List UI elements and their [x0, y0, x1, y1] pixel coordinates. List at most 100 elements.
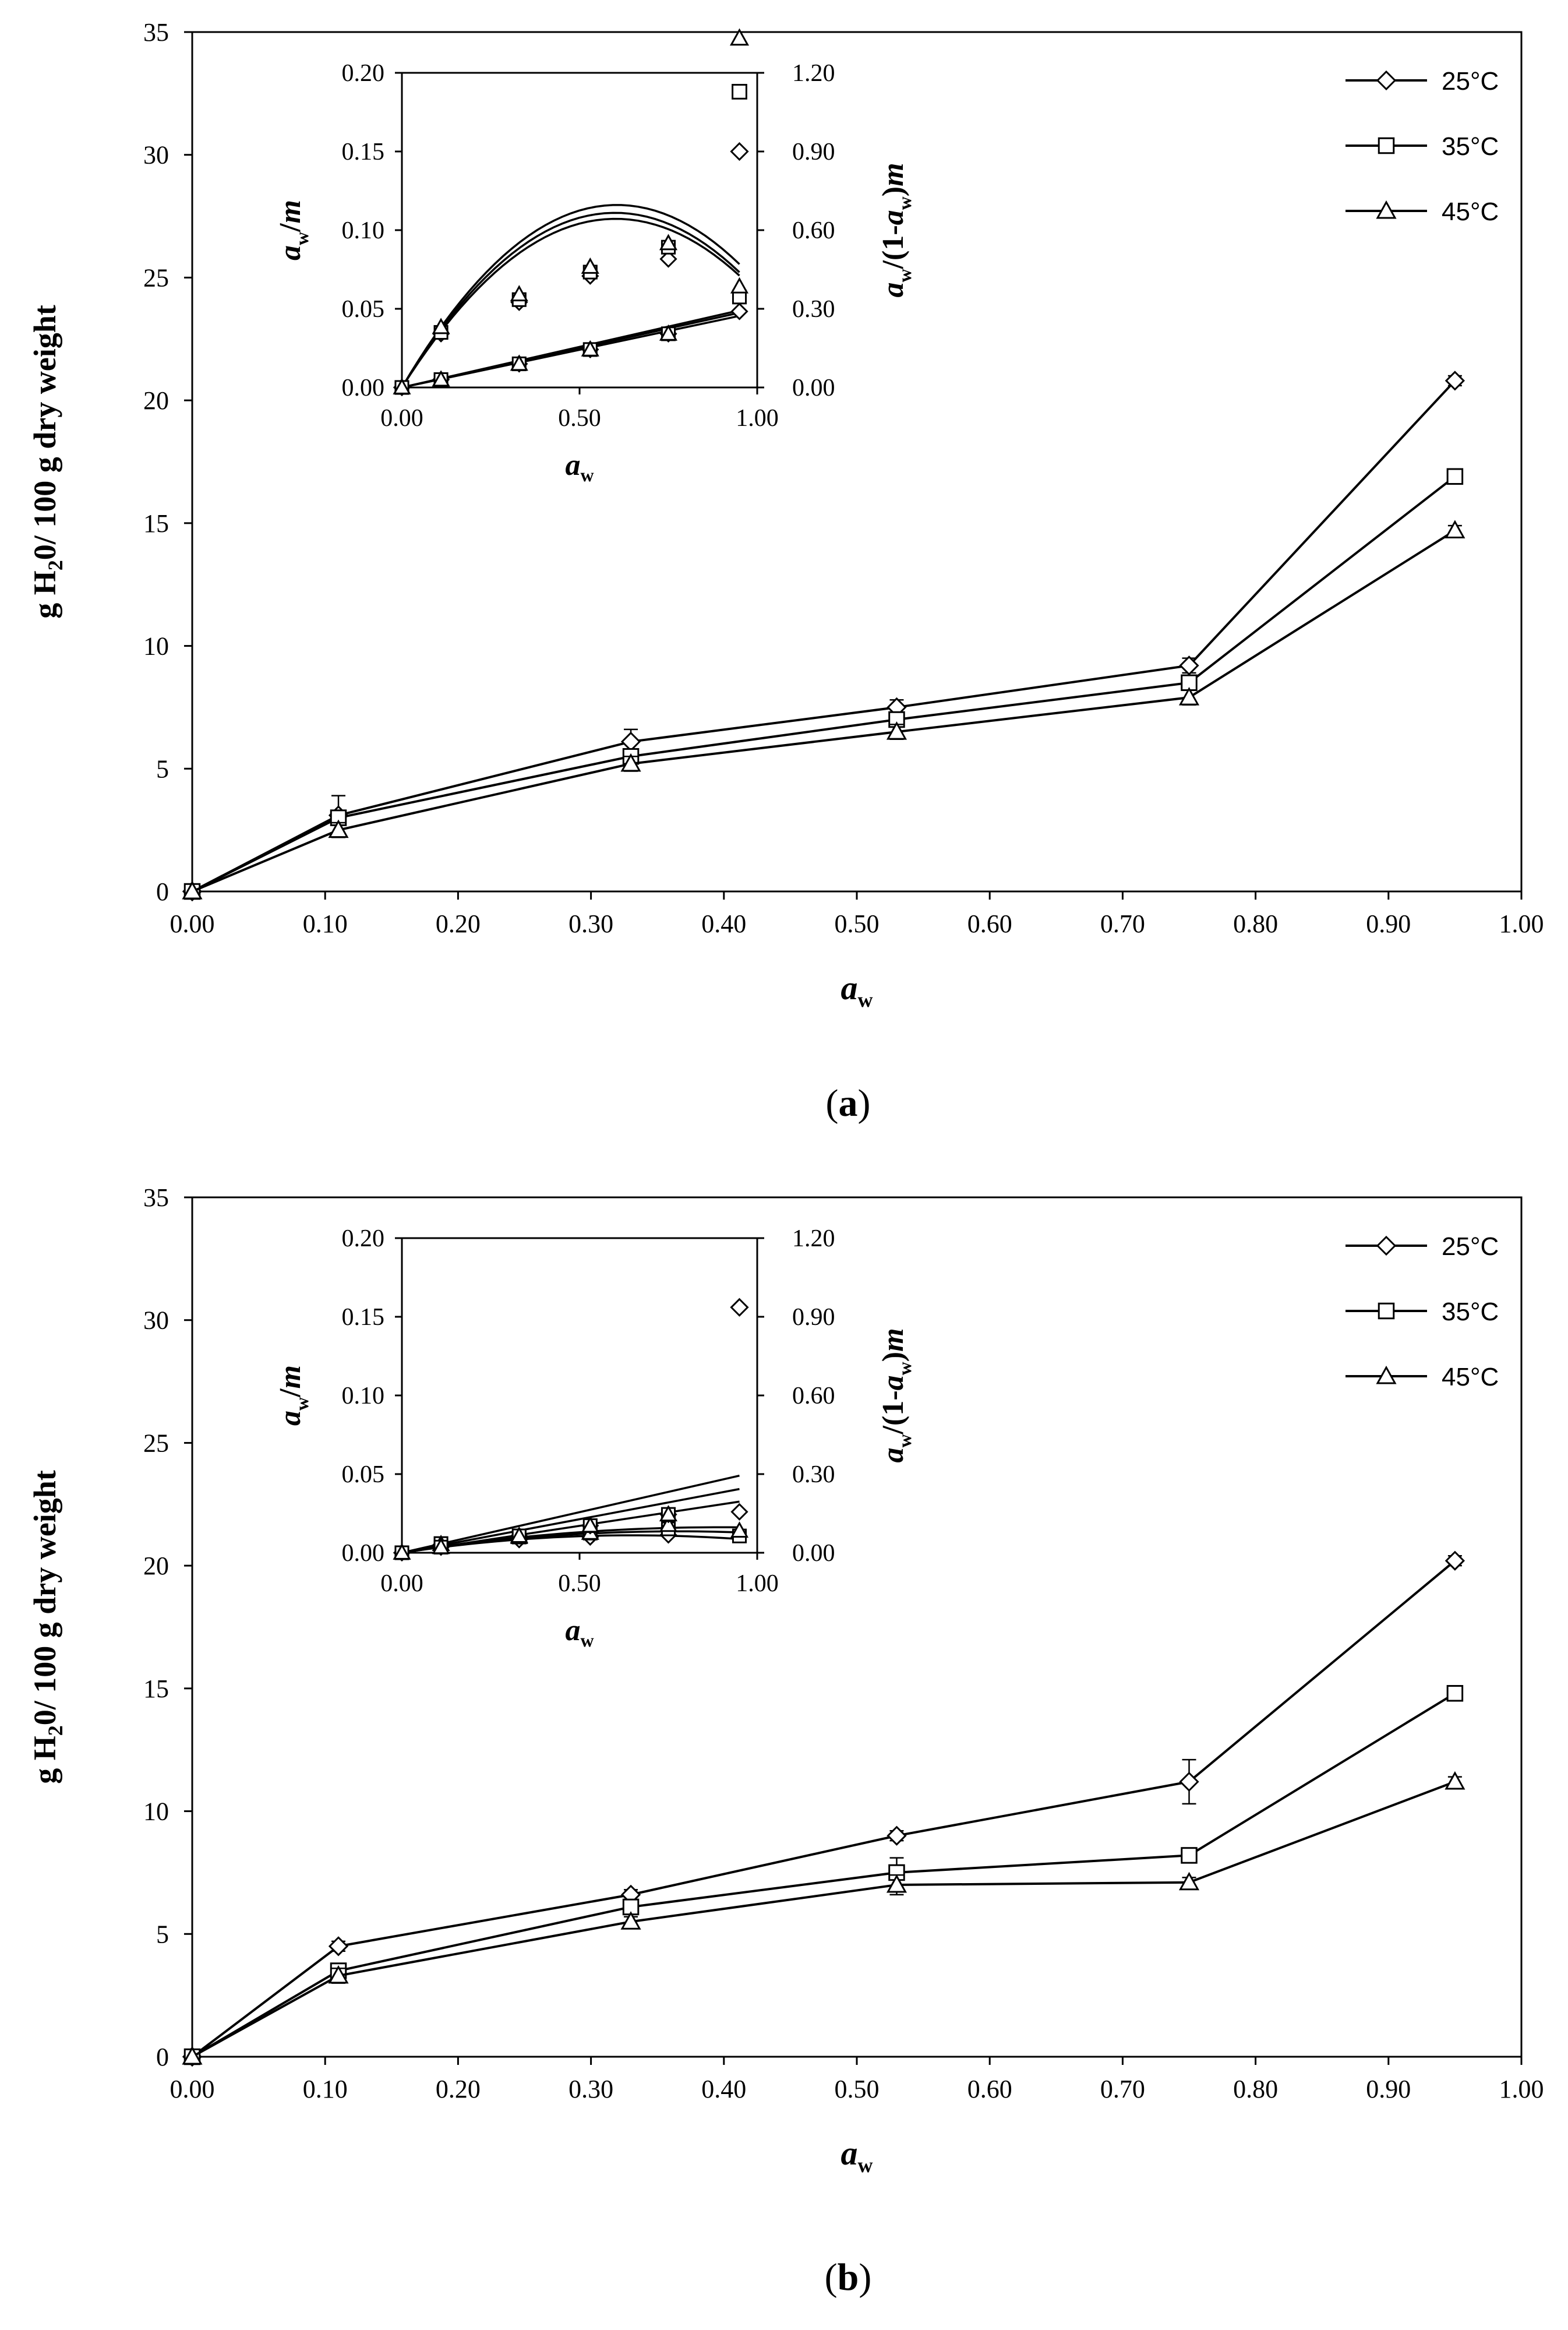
y-tick-label: 25	[143, 263, 169, 292]
y-tick-label: 35	[143, 18, 169, 47]
inset-gab-fit-curve	[401, 217, 740, 388]
y-tick-label: 30	[143, 141, 169, 170]
inset-outlier-diamond	[730, 142, 749, 161]
series-line-45c	[192, 1781, 1456, 2058]
inset-point-triangle	[432, 370, 450, 387]
inset-point-triangle	[730, 277, 749, 294]
data-point-triangle	[620, 1911, 641, 1930]
y-tick-label: 5	[156, 755, 169, 783]
legend-marker-diamond	[1376, 1235, 1397, 1256]
legend-label: 45°C	[1442, 1363, 1499, 1391]
panel-label: (b)	[825, 2256, 872, 2299]
inset-y-right-label-group: aw/(1-aw)m	[877, 1328, 915, 1462]
x-tick-label: 1.00	[1499, 910, 1544, 938]
data-point-triangle	[1178, 1871, 1200, 1891]
inset-y-right-tick-label: 0.30	[792, 1461, 835, 1488]
x-tick-label: 0.80	[1233, 2075, 1278, 2103]
inset-y-left-label-group: aw/m	[274, 200, 312, 260]
data-point-diamond	[620, 731, 641, 752]
inset-gab-fit-curve	[401, 212, 740, 388]
inset-point-triangle	[581, 340, 599, 357]
inset-y-right-label: aw/(1-aw)m	[877, 1328, 915, 1462]
y-tick-label: 20	[143, 386, 169, 415]
x-tick-label: 0.20	[436, 910, 481, 938]
y-tick-label: 20	[143, 1552, 169, 1580]
inset-outlier-diamond	[730, 1298, 749, 1317]
inset-point-diamond	[659, 250, 677, 268]
x-tick-label: 0.50	[835, 910, 880, 938]
inset-point-triangle	[730, 1521, 749, 1538]
inset-point-triangle	[659, 1505, 678, 1522]
inset-x-tick-label: 0.00	[380, 405, 423, 432]
inset-y-left-label: aw/m	[274, 200, 312, 260]
inset-y-right-tick-label: 0.30	[792, 296, 835, 323]
legend-label: 25°C	[1442, 67, 1499, 96]
inset-point-triangle	[432, 318, 450, 334]
inset-point-triangle	[581, 1516, 599, 1533]
panel-label: (a)	[826, 1082, 871, 1125]
inset-y-right-label: aw/(1-aw)m	[877, 163, 915, 297]
y-tick-label: 25	[143, 1429, 169, 1457]
inset-y-left-tick-label: 0.15	[342, 1304, 385, 1331]
y-tick-label: 15	[143, 509, 169, 538]
legend-marker-triangle	[1376, 200, 1397, 219]
y-tick-label: 35	[143, 1183, 169, 1212]
inset-bet-fit-line	[401, 1500, 740, 1554]
inset-y-left-tick-label: 0.15	[342, 139, 385, 165]
data-point-triangle	[328, 819, 349, 838]
inset-y-right-label-group: aw/(1-aw)m	[877, 163, 915, 297]
inset-chart: 0.00 0.50 1.00 0.00 0.05 0.10 0.15 0.20 0.00 0.30…	[274, 1225, 915, 1651]
inset-y-left-label: aw/m	[274, 1365, 312, 1426]
data-point-triangle	[182, 880, 203, 900]
data-point-diamond	[1445, 1550, 1465, 1571]
inset-y-left-tick-label: 0.20	[342, 60, 385, 87]
series-line-25c	[192, 380, 1456, 893]
x-tick-label: 0.80	[1233, 910, 1278, 938]
data-point-square	[1181, 1847, 1198, 1864]
inset-bet-fit-line	[401, 1474, 740, 1554]
x-tick-label: 0.10	[303, 2075, 348, 2103]
x-tick-label: 0.70	[1100, 2075, 1145, 2103]
inset-y-right-tick-label: 0.90	[792, 1304, 835, 1331]
inset-gab-fit-curve	[401, 204, 740, 388]
y-axis-label: g H20/ 100 g dry weight	[27, 1470, 67, 1784]
inset-x-tick-label: 1.00	[736, 1570, 779, 1597]
series-line-25c	[191, 1560, 1456, 2058]
legend-label: 35°C	[1442, 1298, 1499, 1326]
inset-point-triangle	[659, 234, 678, 251]
x-tick-label: 0.30	[568, 2075, 613, 2103]
inset-y-left-tick-label: 0.05	[342, 296, 385, 323]
data-point-diamond	[1179, 655, 1199, 676]
inset-x-tick-label: 1.00	[736, 405, 779, 432]
x-tick-label: 0.90	[1366, 910, 1411, 938]
inset-point-diamond	[730, 1503, 748, 1521]
x-tick-label: 0.00	[170, 2075, 215, 2103]
legend-marker-triangle	[1376, 1365, 1397, 1384]
inset-point-triangle	[393, 1543, 411, 1560]
x-tick-label: 0.00	[170, 910, 215, 938]
data-point-triangle	[182, 2046, 203, 2065]
inset-y-right-tick-label: 1.20	[792, 1225, 835, 1252]
y-axis-label-group: g H20/ 100 g dry weight	[27, 1470, 67, 1784]
inset-y-right-tick-label: 0.60	[792, 217, 835, 244]
series-line-35c	[191, 1692, 1456, 2058]
inset-point-triangle	[581, 257, 599, 274]
x-tick-label: 0.10	[303, 910, 348, 938]
y-tick-label: 10	[143, 632, 169, 661]
data-point-square	[1446, 468, 1464, 485]
x-axis-label: aw	[841, 2134, 873, 2177]
data-point-square	[1446, 1685, 1464, 1702]
inset-outlier-triangle	[729, 28, 750, 46]
inset-y-right-tick-label: 0.00	[792, 375, 835, 401]
legend-marker-square	[1378, 1302, 1395, 1320]
inset-point-triangle	[510, 285, 528, 302]
y-axis-label: g H20/ 100 g dry weight	[27, 305, 67, 619]
inset-x-axis-label: aw	[565, 1614, 594, 1651]
x-tick-label: 0.60	[967, 2075, 1012, 2103]
inset-y-right-tick-label: 0.60	[792, 1383, 835, 1409]
inset-point-triangle	[432, 1538, 450, 1554]
inset-y-right-tick-label: 1.20	[792, 60, 835, 87]
data-point-triangle	[1445, 520, 1465, 538]
y-tick-label: 0	[156, 877, 169, 906]
inset-y-left-tick-label: 0.00	[342, 1540, 385, 1567]
